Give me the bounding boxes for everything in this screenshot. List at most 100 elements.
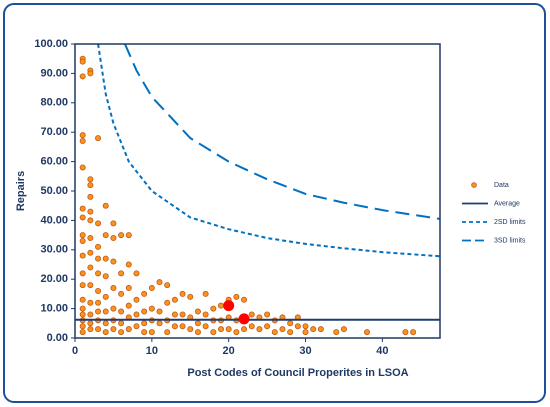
data-point — [179, 323, 186, 330]
data-point — [402, 329, 409, 336]
data-point — [217, 302, 224, 309]
data-point — [133, 311, 140, 318]
data-point — [118, 329, 125, 336]
data-point — [125, 326, 132, 333]
legend: Data Average 2SD limits 3SD limits — [462, 182, 526, 244]
data-point — [171, 311, 178, 318]
y-tick-label: 40.00 — [40, 214, 68, 226]
x-tick-label: 20 — [223, 345, 235, 357]
data-point — [141, 329, 148, 336]
data-point — [125, 261, 132, 268]
data-point — [87, 176, 94, 183]
data-point — [110, 220, 117, 227]
data-point — [118, 232, 125, 239]
data-point — [340, 326, 347, 333]
data-point — [187, 326, 194, 333]
x-tick-label: 40 — [376, 345, 388, 357]
data-point — [102, 273, 109, 280]
data-point — [171, 296, 178, 303]
data-point — [133, 323, 140, 330]
data-point — [148, 329, 155, 336]
data-point — [95, 308, 102, 315]
data-point — [202, 311, 209, 318]
data-point — [87, 299, 94, 306]
data-point — [264, 323, 271, 330]
data-point — [95, 220, 102, 227]
data-point — [125, 285, 132, 292]
data-point — [110, 235, 117, 242]
data-point — [110, 305, 117, 312]
data-point — [102, 293, 109, 300]
data-point — [87, 320, 94, 327]
data-point — [248, 311, 255, 318]
data-point — [87, 311, 94, 318]
data-point — [125, 302, 132, 309]
data-point — [202, 323, 209, 330]
data-point — [187, 293, 194, 300]
data-point — [95, 299, 102, 306]
data-point — [125, 232, 132, 239]
data-point — [79, 305, 86, 312]
data-point — [87, 182, 94, 189]
data-point — [279, 326, 286, 333]
data-point — [95, 287, 102, 294]
data-point — [294, 323, 301, 330]
data-point — [171, 323, 178, 330]
data-point — [79, 58, 86, 65]
data-point — [271, 329, 278, 336]
legend-marker — [471, 182, 477, 188]
data-point — [102, 232, 109, 239]
data-point — [79, 282, 86, 289]
data-point — [79, 237, 86, 244]
data-point — [79, 311, 86, 318]
data-point — [87, 264, 94, 271]
data-point — [302, 329, 309, 336]
data-point — [79, 252, 86, 259]
x-axis-title: Post Codes of Council Properites in LSOA — [187, 367, 408, 379]
legend-label: 2SD limits — [494, 219, 526, 226]
x-tick-label: 30 — [299, 345, 311, 357]
data-point — [102, 320, 109, 327]
y-tick-label: 90.00 — [40, 67, 68, 79]
data-point — [202, 290, 209, 297]
data-point — [87, 208, 94, 215]
data-point — [102, 255, 109, 262]
data-point — [287, 329, 294, 336]
data-point — [156, 320, 163, 327]
data-point — [264, 311, 271, 318]
y-tick-label: 50.00 — [40, 185, 68, 197]
data-point — [118, 320, 125, 327]
y-tick-label: 10.00 — [40, 303, 68, 315]
data-point — [87, 70, 94, 77]
data-point — [87, 282, 94, 289]
highlight-point — [223, 300, 235, 312]
data-point — [102, 202, 109, 209]
data-point — [256, 326, 263, 333]
legend-label: 3SD limits — [494, 237, 526, 244]
x-tick-label: 10 — [146, 345, 158, 357]
data-point — [179, 311, 186, 318]
y-tick-label: 80.00 — [40, 97, 68, 109]
y-axis-title: Repairs — [15, 171, 27, 211]
data-point — [110, 326, 117, 333]
data-point — [233, 329, 240, 336]
data-point — [156, 308, 163, 315]
data-point — [410, 329, 417, 336]
data-point — [79, 205, 86, 212]
data-point — [79, 132, 86, 139]
data-point — [148, 305, 155, 312]
y-tick-label: 100.00 — [34, 38, 68, 50]
data-point — [79, 323, 86, 330]
data-point — [95, 243, 102, 250]
data-point — [95, 135, 102, 142]
data-point — [87, 326, 94, 333]
data-point — [79, 138, 86, 145]
data-point — [164, 282, 171, 289]
data-point — [317, 326, 324, 333]
y-tick-label: 20.00 — [40, 273, 68, 285]
series-line — [124, 44, 440, 220]
y-tick-label: 60.00 — [40, 156, 68, 168]
data-point — [148, 285, 155, 292]
data-point — [194, 308, 201, 315]
data-point — [87, 193, 94, 200]
